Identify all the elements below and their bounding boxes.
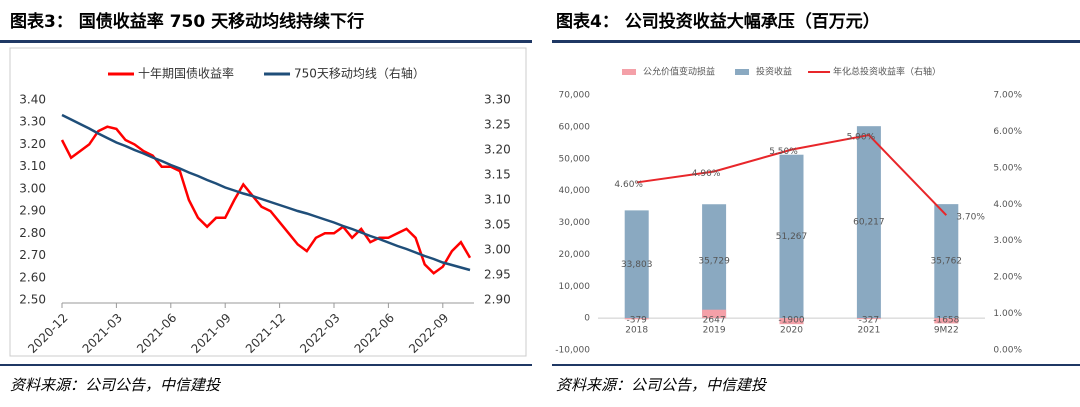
x-tick-label: 2020-12 [25, 311, 70, 356]
title-rule [552, 40, 1080, 43]
chart-title: 图表3： 国债收益率 750 天移动均线持续下行 [10, 11, 364, 32]
source-rule [552, 364, 1080, 366]
legend-label: 公允价值变动损益 [643, 66, 715, 78]
y-tick-label: 50,000 [559, 154, 591, 164]
x-tick-label: 2021 [857, 326, 880, 336]
data-label: -1658 [933, 316, 959, 326]
legend-label: 750天移动均线（右轴） [294, 66, 425, 81]
data-label: 2647 [703, 316, 726, 326]
data-label: -1900 [778, 316, 804, 326]
y-tick-label: 20,000 [559, 250, 591, 260]
x-tick-label: 2021-09 [188, 311, 233, 356]
line-series [60, 125, 472, 275]
bar [624, 318, 649, 320]
x-tick-label: 2022-09 [406, 311, 451, 356]
y-tick-label: 2.60 [19, 270, 46, 284]
x-tick-label: 2020 [780, 326, 803, 336]
x-tick-label: 2022-03 [297, 311, 342, 356]
bar [934, 318, 959, 324]
y2-tick-label: 3.00% [993, 236, 1022, 246]
y2-tick-label: 3.15 [484, 168, 511, 182]
line-series [636, 133, 948, 216]
x-tick-label: 2022-06 [352, 311, 397, 356]
y-tick-label: 60,000 [559, 122, 591, 132]
line-series [61, 113, 471, 272]
data-label: 3.70% [956, 213, 985, 223]
y-tick-label: 70,000 [559, 91, 591, 101]
y-tick-label: 0 [584, 314, 590, 324]
bar [856, 318, 881, 320]
data-label: 5.50% [769, 147, 798, 157]
y2-tick-label: 1.00% [993, 309, 1022, 319]
y-tick-label: 3.10 [19, 159, 46, 173]
data-label: 35,762 [931, 257, 963, 267]
data-label: 4.90% [692, 169, 721, 179]
x-tick-label: 9M22 [934, 326, 959, 336]
bar [934, 204, 959, 319]
x-tick-label: 2018 [625, 326, 648, 336]
y2-tick-label: 7.00% [993, 91, 1022, 101]
data-label: 35,729 [698, 257, 730, 267]
y-tick-label: 2.70 [19, 248, 46, 262]
bar [856, 126, 881, 319]
y-tick-label: 2.80 [19, 226, 46, 240]
legend-label: 年化总投资收益率（右轴） [833, 66, 941, 78]
source-rule [0, 364, 532, 366]
source: 资料来源：公司公告，中信建投 [556, 376, 768, 394]
y2-tick-label: 3.05 [484, 218, 511, 232]
y2-tick-label: 2.00% [993, 273, 1022, 283]
y-tick-label: 10,000 [559, 282, 591, 292]
y2-tick-label: 5.00% [993, 163, 1022, 173]
x-tick-label: 2021-03 [80, 311, 125, 356]
y2-tick-label: 3.00 [484, 243, 511, 257]
data-label: 33,803 [621, 260, 653, 270]
y-tick-label: 3.20 [19, 137, 46, 151]
x-tick-label: 2019 [703, 326, 726, 336]
y2-tick-label: 2.90 [484, 293, 511, 307]
title-rule [0, 40, 532, 43]
y2-tick-label: 3.30 [484, 93, 511, 107]
bar [702, 309, 727, 319]
data-label: 4.60% [614, 180, 643, 190]
x-tick-label: 2021-06 [134, 311, 179, 356]
legend-label: 投资收益 [756, 66, 792, 78]
y2-tick-label: 3.10 [484, 193, 511, 207]
legend-swatch [622, 69, 636, 75]
source: 资料来源：公司公告，中信建投 [10, 376, 222, 394]
bar [779, 318, 804, 325]
y-tick-label: 30,000 [559, 218, 591, 228]
legend-swatch [735, 69, 750, 75]
y2-tick-label: 3.25 [484, 118, 511, 132]
bar [702, 204, 727, 319]
y2-tick-label: 3.20 [484, 143, 511, 157]
bar [779, 154, 804, 319]
y-tick-label: 3.30 [19, 115, 46, 129]
data-label: 5.90% [847, 133, 876, 143]
legend-label: 十年期国债收益率 [138, 66, 234, 81]
chart-frame [9, 47, 527, 357]
y2-tick-label: 0.00% [993, 346, 1022, 356]
y-tick-label: 2.50 [19, 293, 46, 307]
y-tick-label: -10,000 [555, 346, 590, 356]
data-label: -379 [626, 316, 647, 326]
data-label: 60,217 [853, 218, 885, 228]
y-tick-label: 3.40 [19, 93, 46, 107]
y2-tick-label: 2.95 [484, 268, 511, 282]
chart-title: 图表4： 公司投资收益大幅承压（百万元） [556, 11, 880, 32]
y-tick-label: 2.90 [19, 204, 46, 218]
bar [624, 210, 649, 319]
y2-tick-label: 6.00% [993, 127, 1022, 137]
x-tick-label: 2021-12 [243, 311, 288, 356]
y-tick-label: 40,000 [559, 186, 591, 196]
data-label: 51,267 [776, 232, 808, 242]
data-label: -327 [859, 316, 879, 326]
y-tick-label: 3.00 [19, 181, 46, 195]
y2-tick-label: 4.00% [993, 200, 1022, 210]
